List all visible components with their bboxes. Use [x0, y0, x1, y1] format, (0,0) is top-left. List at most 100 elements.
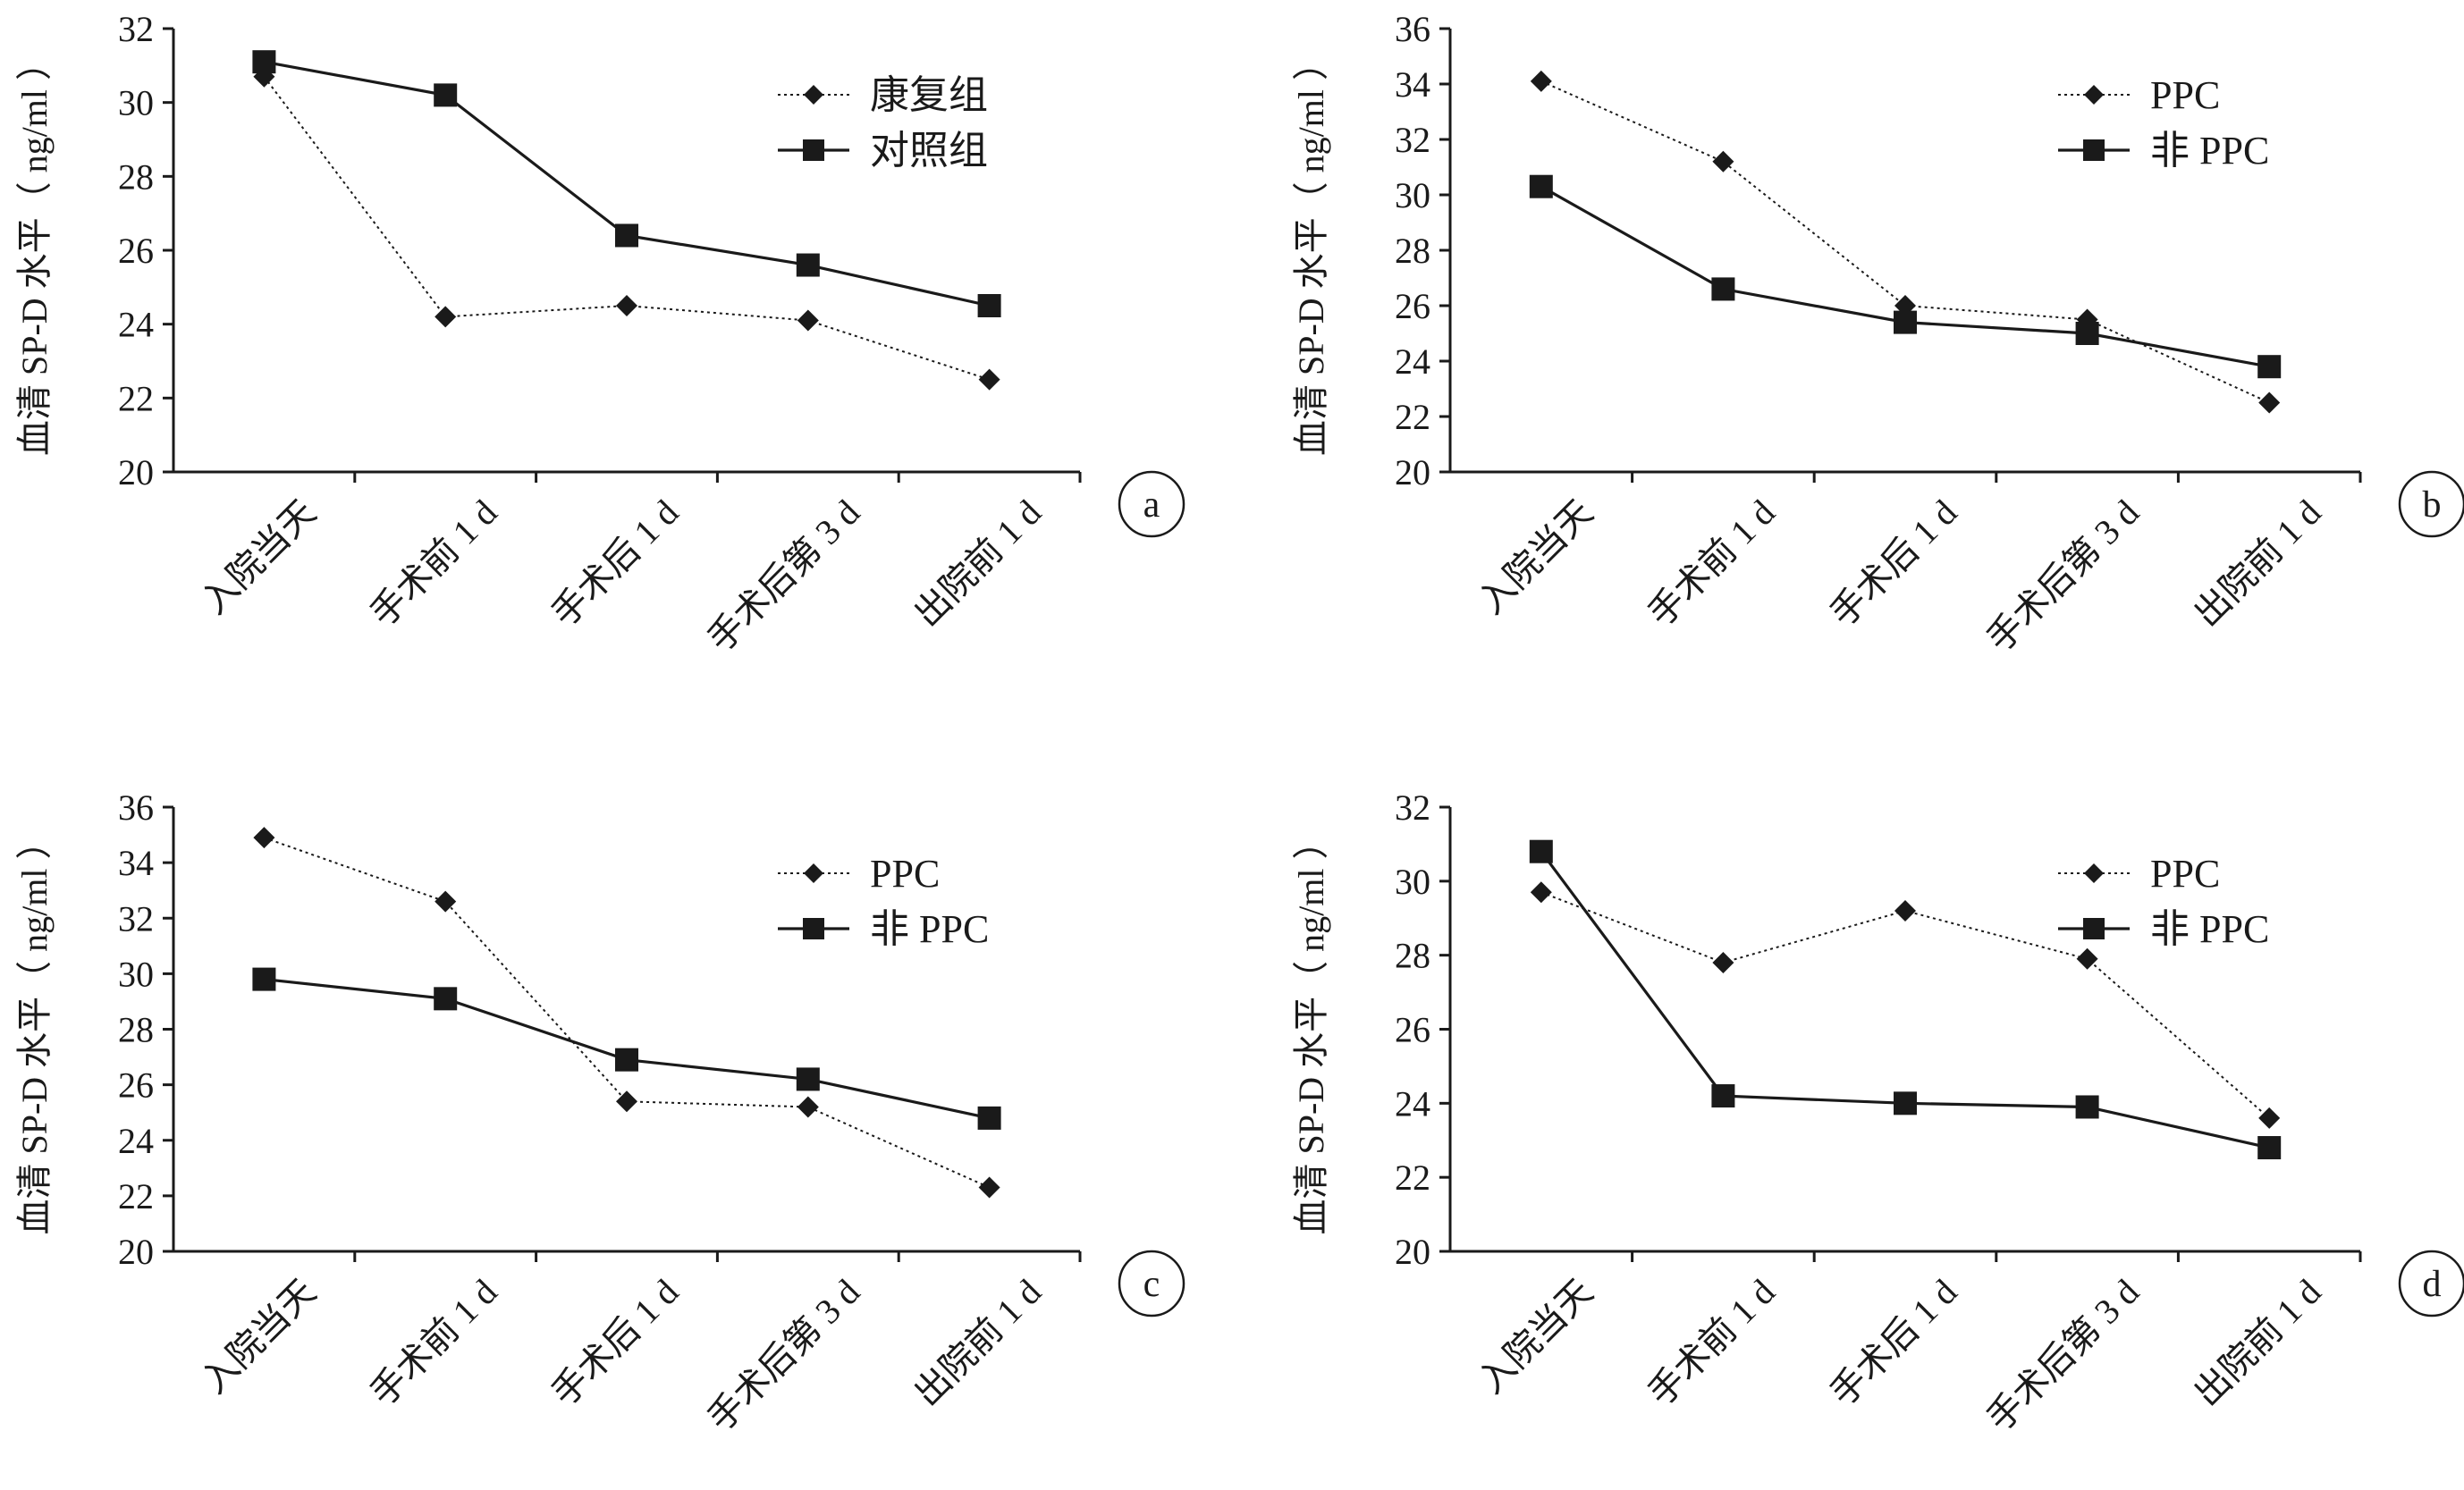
y-tick-label: 32: [1395, 120, 1430, 160]
y-tick-label: 34: [118, 843, 154, 883]
y-tick-label: 30: [1395, 175, 1430, 215]
data-point: [615, 1048, 638, 1072]
y-axis-title: 血清 SP-D 水平（ ng/ml ）: [14, 45, 55, 456]
data-point: [797, 309, 819, 332]
data-point: [1711, 1084, 1735, 1108]
panel-letter: c: [1143, 1264, 1160, 1305]
data-point: [615, 223, 638, 248]
legend-swatch-marker: [803, 139, 824, 161]
data-point: [978, 368, 1000, 391]
legend-label: 非 PPC: [2150, 907, 2269, 951]
legend-swatch-marker: [2084, 863, 2104, 883]
y-tick-label: 22: [1395, 397, 1430, 437]
y-tick-label: 24: [118, 305, 154, 345]
legend-label: 非 PPC: [2150, 129, 2269, 173]
data-point: [1529, 174, 1553, 198]
legend-swatch-marker: [2083, 139, 2105, 161]
y-tick-label: 24: [1395, 341, 1430, 382]
y-tick-label: 28: [118, 156, 154, 197]
data-point: [434, 987, 458, 1011]
legend-label: 非 PPC: [870, 907, 989, 951]
data-point: [1530, 881, 1552, 904]
y-tick-label: 34: [1395, 64, 1430, 105]
y-tick-label: 30: [118, 83, 154, 123]
y-tick-label: 22: [118, 1176, 154, 1216]
data-point: [796, 253, 820, 277]
data-point: [435, 890, 457, 913]
data-point: [435, 306, 457, 328]
y-axis-title: 血清 SP-D 水平（ ng/ml ）: [1291, 45, 1331, 456]
y-tick-label: 20: [118, 1232, 154, 1272]
data-point: [2258, 391, 2281, 414]
panel-letter: b: [2423, 484, 2442, 526]
data-point: [2075, 1095, 2099, 1119]
panel-letter: a: [1143, 484, 1160, 526]
legend-label: PPC: [2150, 852, 2220, 896]
data-point: [2075, 322, 2099, 345]
data-point: [977, 1106, 1001, 1130]
data-point: [253, 827, 275, 849]
legend-swatch-marker: [803, 918, 824, 939]
y-tick-label: 28: [118, 1010, 154, 1050]
panel-letter-circle: [2398, 470, 2464, 538]
y-tick-label: 30: [1395, 862, 1430, 902]
y-tick-label: 36: [1395, 9, 1430, 49]
legend-swatch-marker: [804, 85, 823, 105]
data-point: [616, 295, 637, 316]
y-tick-label: 26: [1395, 286, 1430, 326]
data-point: [252, 50, 276, 74]
y-axis-title: 血清 SP-D 水平（ ng/ml ）: [1291, 823, 1331, 1234]
legend-label: 对照组: [870, 129, 988, 173]
y-tick-label: 36: [118, 787, 154, 828]
y-tick-label: 26: [118, 231, 154, 271]
data-point: [1712, 951, 1734, 973]
legend-label: PPC: [2150, 73, 2220, 117]
y-tick-label: 20: [1395, 1232, 1430, 1272]
legend-swatch-marker: [2083, 918, 2105, 939]
y-tick-label: 20: [1395, 452, 1430, 492]
data-point: [1711, 277, 1735, 301]
y-tick-label: 24: [1395, 1083, 1430, 1124]
data-point: [1529, 839, 1553, 863]
series-line-0: [264, 837, 991, 1189]
data-point: [2257, 1136, 2282, 1160]
panel-letter: d: [2423, 1264, 2442, 1305]
y-tick-label: 24: [118, 1121, 154, 1161]
data-point: [2257, 355, 2282, 379]
y-tick-label: 28: [1395, 936, 1430, 976]
data-point: [1894, 899, 1916, 922]
data-point: [2258, 1107, 2281, 1129]
legend-swatch-marker: [2084, 85, 2104, 105]
legend-label: PPC: [870, 852, 940, 896]
y-tick-label: 22: [1395, 1157, 1430, 1198]
y-tick-label: 22: [118, 378, 154, 418]
y-tick-label: 20: [118, 452, 154, 492]
data-point: [1894, 1091, 1917, 1115]
panel-letter-circle: [2398, 1250, 2464, 1317]
data-point: [1530, 70, 1552, 92]
panel-letter-circle: [1118, 1250, 1186, 1317]
y-axis-title: 血清 SP-D 水平（ ng/ml ）: [14, 823, 55, 1234]
data-point: [434, 83, 458, 107]
y-tick-label: 26: [1395, 1010, 1430, 1050]
legend-label: 康复组: [870, 73, 988, 117]
data-point: [1712, 150, 1734, 173]
data-point: [978, 1176, 1000, 1199]
y-tick-label: 32: [118, 9, 154, 49]
data-point: [797, 1096, 819, 1118]
panel-letter-circle: [1118, 470, 1186, 538]
y-tick-label: 32: [118, 898, 154, 939]
y-tick-label: 28: [1395, 231, 1430, 271]
data-point: [2076, 947, 2098, 970]
y-tick-label: 32: [1395, 787, 1430, 828]
series-line-0: [1540, 80, 2270, 404]
data-point: [1894, 310, 1917, 334]
data-point: [977, 294, 1001, 317]
y-tick-label: 30: [118, 954, 154, 994]
y-tick-label: 26: [118, 1065, 154, 1106]
legend-swatch-marker: [804, 863, 823, 883]
data-point: [616, 1090, 637, 1113]
data-point: [252, 967, 276, 991]
